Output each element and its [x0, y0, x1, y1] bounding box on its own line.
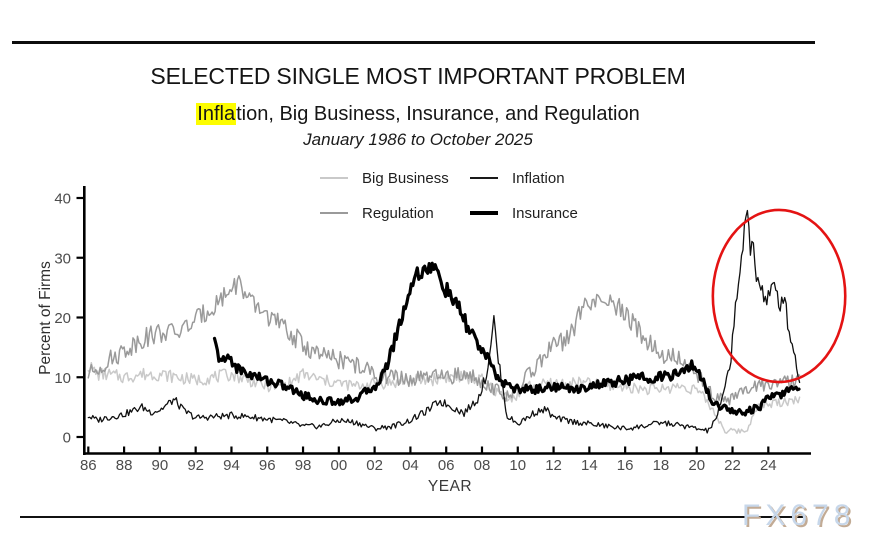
subtitle-rest: tion, Big Business, Insurance, and Regul… [236, 103, 640, 125]
x-tick-label: 16 [617, 457, 634, 474]
legend-label: Insurance [512, 204, 578, 222]
chart-subtitle: Inflation, Big Business, Insurance, and … [0, 103, 836, 126]
legend-item-big-business: Big Business [320, 169, 449, 187]
x-tick-label: 10 [509, 457, 526, 474]
x-tick-label: 14 [581, 457, 598, 474]
bottom-rule [20, 516, 807, 518]
top-rule [12, 41, 815, 44]
x-tick-label: 06 [438, 457, 455, 474]
x-tick-label: 96 [259, 457, 276, 474]
x-tick-label: 86 [80, 457, 97, 474]
series-line-inflation [87, 209, 801, 434]
legend-swatch-inflation [470, 177, 498, 179]
legend-item-insurance: Insurance [470, 204, 578, 222]
legend-swatch-big-business [320, 177, 348, 179]
x-tick-label: 24 [760, 457, 777, 474]
legend-label: Big Business [362, 169, 449, 187]
legend-label: Inflation [512, 169, 565, 187]
x-tick-label: 94 [223, 457, 240, 474]
inflation-spike-annotation-ellipse [711, 208, 847, 384]
subtitle-highlight: Infla [196, 103, 237, 125]
y-tick-label: 10 [54, 370, 71, 387]
x-tick-label: 08 [474, 457, 491, 474]
legend-swatch-insurance [470, 211, 498, 215]
y-tick-label: 20 [54, 310, 71, 327]
legend-swatch-regulation [320, 212, 348, 214]
x-tick-label: 12 [545, 457, 562, 474]
x-tick-label: 92 [187, 457, 204, 474]
legend-label: Regulation [362, 204, 434, 222]
legend-item-regulation: Regulation [320, 204, 434, 222]
y-tick-label: 40 [54, 191, 71, 208]
x-tick-label: 00 [330, 457, 347, 474]
page-title: SELECTED SINGLE MOST IMPORTANT PROBLEM [150, 63, 686, 89]
legend-item-inflation: Inflation [470, 169, 565, 187]
series-line-insurance [212, 261, 801, 417]
watermark: FX678 [742, 499, 856, 532]
series-line-regulation [87, 275, 801, 406]
x-axis-title: YEAR [427, 478, 473, 495]
x-tick-label: 18 [653, 457, 670, 474]
x-tick-label: 90 [152, 457, 169, 474]
x-tick-label: 98 [295, 457, 312, 474]
x-tick-label: 88 [116, 457, 133, 474]
x-tick-label: 20 [688, 457, 705, 474]
y-tick-label: 0 [63, 430, 71, 447]
x-tick-label: 22 [724, 457, 741, 474]
x-tick-label: 02 [366, 457, 383, 474]
date-range-label: January 1986 to October 2025 [303, 130, 533, 149]
x-tick-label: 04 [402, 457, 419, 474]
y-tick-label: 30 [54, 250, 71, 267]
